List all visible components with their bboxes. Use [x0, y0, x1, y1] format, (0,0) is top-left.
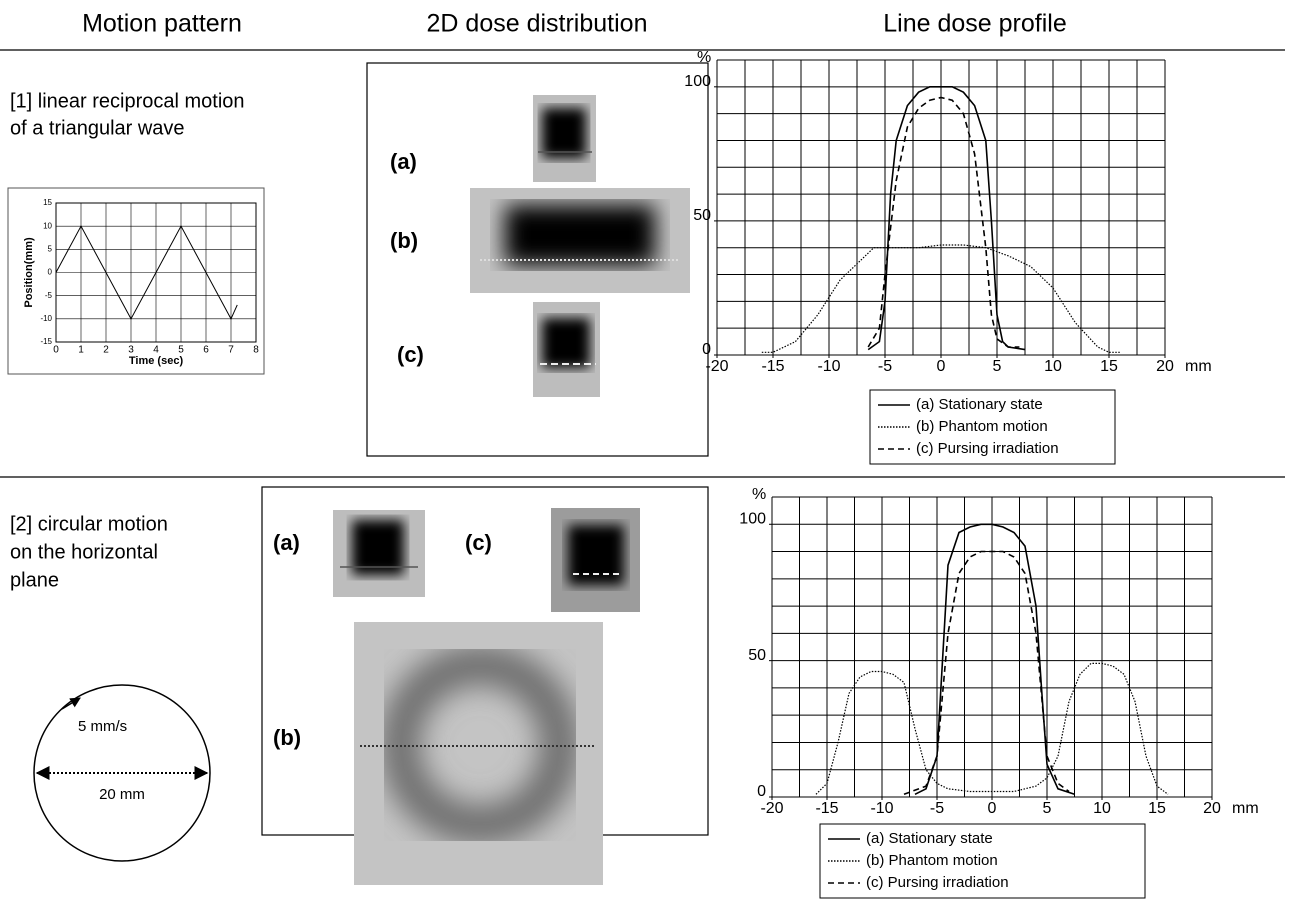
legend-label: (a) Stationary state	[866, 830, 993, 847]
legend-label: (c) Pursing irradiation	[866, 874, 1009, 891]
y-tick-label: 5	[48, 244, 53, 253]
profile-line	[915, 524, 1075, 794]
diameter-label: 20 mm	[99, 786, 145, 803]
header: Line dose profile	[883, 10, 1066, 38]
legend-label: (b) Phantom motion	[916, 418, 1048, 435]
dose-label: (c)	[397, 342, 424, 367]
x-tick-label: 20	[1156, 358, 1174, 375]
x-tick-label: 10	[1044, 358, 1062, 375]
x-tick-label: -15	[761, 358, 784, 375]
dose-image	[470, 188, 690, 293]
x-tick-label: 7	[228, 345, 234, 356]
profile-line	[904, 552, 1069, 795]
x-tick-label: 15	[1100, 358, 1118, 375]
y-tick-label: 0	[757, 783, 766, 800]
y-tick-label: 15	[43, 198, 52, 207]
dose-label: (a)	[273, 530, 300, 555]
x-tick-label: -10	[817, 358, 840, 375]
row-label: of a triangular wave	[10, 117, 185, 139]
x-tick-label: -20	[705, 358, 728, 375]
y-tick-label: -5	[45, 291, 53, 300]
row-label: plane	[10, 569, 59, 591]
dose-image	[551, 508, 640, 612]
header: Motion pattern	[82, 10, 242, 38]
y-tick-label: 50	[748, 647, 766, 664]
y-tick-label: 0	[48, 268, 53, 277]
dose-image	[354, 622, 603, 885]
y-unit: %	[697, 49, 711, 66]
dose-label: (b)	[390, 228, 418, 253]
dose-label: (c)	[465, 530, 492, 555]
x-tick-label: 0	[53, 345, 59, 356]
x-unit: mm	[1232, 800, 1259, 817]
dose-image	[533, 95, 596, 182]
header: 2D dose distribution	[427, 10, 648, 38]
x-tick-label: 15	[1148, 800, 1166, 817]
y-tick-label: 100	[739, 510, 766, 527]
legend-label: (a) Stationary state	[916, 396, 1043, 413]
x-axis-label: Time (sec)	[129, 355, 184, 367]
legend-label: (c) Pursing irradiation	[916, 440, 1059, 457]
legend-label: (b) Phantom motion	[866, 852, 998, 869]
figure: Motion pattern 2D dose distribution Line…	[0, 0, 1295, 905]
x-tick-label: 0	[988, 800, 997, 817]
x-tick-label: 0	[937, 358, 946, 375]
x-tick-label: 6	[203, 345, 209, 356]
x-tick-label: -20	[760, 800, 783, 817]
x-tick-label: 10	[1093, 800, 1111, 817]
y-tick-label: 0	[702, 341, 711, 358]
x-tick-label: -15	[815, 800, 838, 817]
y-unit: %	[752, 486, 766, 503]
y-tick-label: 50	[693, 207, 711, 224]
x-unit: mm	[1185, 358, 1212, 375]
x-tick-label: 1	[78, 345, 84, 356]
row-label: [2] circular motion	[10, 513, 168, 535]
x-tick-label: 5	[1043, 800, 1052, 817]
x-tick-label: 8	[253, 345, 259, 356]
dose-image	[533, 302, 600, 397]
x-tick-label: 5	[993, 358, 1002, 375]
row-label: [1] linear reciprocal motion	[10, 90, 245, 112]
dose-image	[333, 510, 425, 597]
dose-label: (b)	[273, 725, 301, 750]
dose-label: (a)	[390, 149, 417, 174]
x-tick-label: 2	[103, 345, 109, 356]
speed-label: 5 mm/s	[78, 718, 127, 735]
x-tick-label: -10	[870, 800, 893, 817]
x-tick-label: -5	[930, 800, 944, 817]
y-tick-label: -15	[40, 337, 52, 346]
y-axis-label: Position(mm)	[23, 237, 35, 308]
y-tick-label: 100	[684, 73, 711, 90]
y-tick-label: 10	[43, 221, 52, 230]
x-tick-label: 20	[1203, 800, 1221, 817]
y-tick-label: -10	[40, 314, 52, 323]
row-label: on the horizontal	[10, 541, 158, 563]
circle-diagram	[34, 685, 210, 861]
x-tick-label: -5	[878, 358, 892, 375]
